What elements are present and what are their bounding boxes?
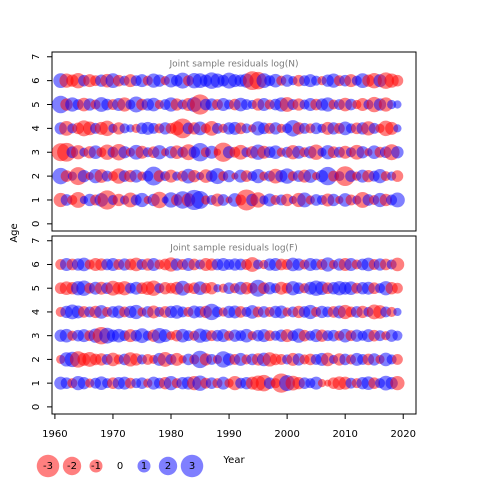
x-tick-label: 2020 [391,429,416,440]
y-tick-label: 1 [31,197,42,203]
residual-bubble [327,193,340,207]
x-tick-label: 1970 [100,429,125,440]
residual-bubble [390,376,405,391]
residual-bubble [280,193,294,207]
y-tick-label: 7 [31,54,42,60]
legend-label: 2 [165,461,171,472]
y-tick-label: 0 [31,221,42,227]
residual-bubble [191,191,209,209]
residual-bubble [134,192,150,208]
y-tick-label: 3 [31,332,42,338]
legend-label: 3 [189,461,195,472]
x-tick-label: 1990 [216,429,241,440]
panel-frame [51,51,417,232]
residual-bubble [393,307,402,317]
residual-bubble [387,99,397,110]
residual-bubble [391,146,404,159]
legend-bubble [89,459,103,473]
residual-bubble [393,124,402,133]
y-tick-label: 1 [31,380,42,386]
residual-bubble [391,353,403,365]
residual-bubble [77,169,91,183]
x-tick-label: 2000 [274,429,299,440]
legend-bubble [137,459,151,473]
residual-bubble [392,330,403,341]
residual-bubble [391,74,404,87]
residual-bubble [119,123,130,134]
y-tick-label: 2 [31,173,42,179]
y-tick-label: 3 [31,149,42,155]
residual-bubble [152,145,167,160]
residual-bubble [391,282,403,294]
residual-bubble [317,379,327,388]
legend-label: 1 [141,461,147,472]
y-tick-label: 4 [31,309,42,315]
y-tick-label: 7 [31,238,42,244]
legend-label: -3 [43,461,53,472]
y-tick-label: 6 [31,77,42,83]
y-tick-label: 2 [31,356,42,362]
residual-bubble [217,194,230,206]
legend-bubble [36,454,60,478]
panel-frame [51,235,417,415]
residual-bubble [390,192,405,208]
y-tick-label: 4 [31,125,42,131]
residual-bubble [70,192,87,208]
x-axis-label: Year [222,455,245,466]
residual-bubble [241,123,252,134]
residual-bubble [151,191,168,209]
legend-label: -2 [67,461,77,472]
panel-title: Joint sample residuals log(N) [168,60,298,70]
y-tick-label: 0 [31,404,42,410]
residual-bubble [188,169,201,183]
residual-bubble [386,306,397,317]
residual-bubble [385,121,399,135]
panel-title: Joint sample residuals log(F) [169,244,297,254]
y-tick-label: 6 [31,261,42,267]
residual-bubble [205,282,218,295]
residual-bubble [303,169,318,183]
legend-bubble [62,456,82,476]
legend-label: 0 [117,461,123,472]
legend-label: -1 [91,461,101,472]
x-tick-label: 1980 [158,429,183,440]
y-tick-label: 5 [31,285,42,291]
residual-bubble [309,376,323,390]
residual-bubble [393,100,402,109]
residual-bubble [356,146,369,159]
residual-bubble [391,170,404,182]
legend-bubble [158,456,178,476]
x-tick-label: 2010 [332,429,357,440]
y-axis-label: Age [9,223,20,242]
residual-bubble [390,257,405,272]
legend-bubble [180,454,204,478]
residual-bubble [222,169,236,183]
x-tick-label: 1960 [42,429,67,440]
residual-bubble [170,352,184,366]
y-tick-label: 5 [31,101,42,107]
